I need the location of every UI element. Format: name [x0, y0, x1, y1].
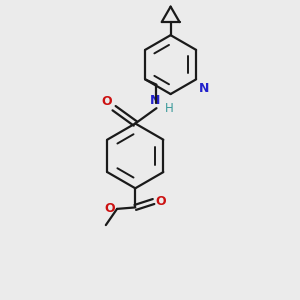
Text: O: O [105, 202, 115, 215]
Text: O: O [155, 195, 166, 208]
Text: N: N [150, 94, 160, 107]
Text: O: O [101, 94, 112, 108]
Text: H: H [165, 102, 173, 115]
Text: N: N [199, 82, 209, 95]
